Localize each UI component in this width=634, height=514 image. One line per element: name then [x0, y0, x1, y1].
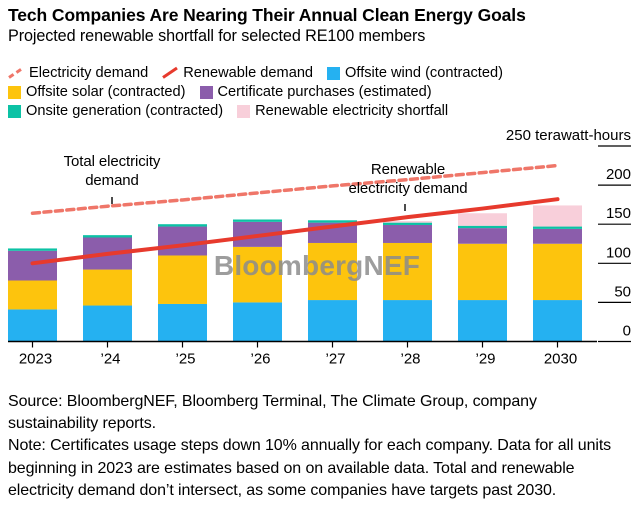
legend-item-offsite-solar-contracted: Offsite solar (contracted) — [8, 84, 186, 100]
bar-segment-offsite-solar-contracted-29 — [458, 243, 507, 301]
legend-label: Onsite generation (contracted) — [26, 102, 224, 119]
legend-row: Offsite solar (contracted) Certificate pu… — [8, 82, 503, 101]
legend-swatch-renewable-electricity-shortfall — [237, 104, 251, 118]
y-axis-label: 150 — [606, 205, 631, 222]
footer: Source: BloombergNEF, Bloomberg Terminal… — [8, 391, 620, 502]
bar-segment-offsite-wind-contracted-2030 — [533, 300, 582, 342]
bar-segment-renewable-electricity-shortfall-29 — [458, 213, 507, 226]
bar-segment-offsite-wind-contracted-29 — [458, 300, 507, 342]
x-axis-label-2030: 2030 — [544, 351, 577, 368]
legend-label: Certificate purchases (estimated) — [217, 83, 432, 100]
solid-line-icon — [162, 66, 179, 79]
bar-segment-certificate-purchases-estimated-28 — [383, 224, 432, 243]
legend-label: Offsite solar (contracted) — [26, 83, 186, 100]
annotation-leader-tick — [111, 197, 113, 204]
bar-segment-offsite-wind-contracted-2023 — [8, 309, 57, 342]
renewable-demand-line — [30, 197, 560, 266]
bar-segment-onsite-generation-contracted-26 — [233, 219, 282, 222]
legend-row: Electricity demand Renewable demand Offsit… — [8, 63, 503, 82]
electricity-demand-line — [30, 163, 560, 216]
bar-segment-onsite-generation-contracted-27 — [308, 220, 357, 223]
legend-label: Electricity demand — [29, 64, 149, 81]
legend-row: Onsite generation (contracted) Renewable … — [8, 101, 503, 120]
legend-label: Renewable demand — [183, 64, 314, 81]
legend-label: Offsite wind (contracted) — [345, 64, 503, 81]
legend-swatch-offsite-wind-contracted — [327, 66, 341, 80]
y-axis-label: 50 — [614, 283, 631, 300]
bar-segment-offsite-solar-contracted-25 — [158, 255, 207, 304]
legend: Electricity demand Renewable demand Offsit… — [8, 63, 503, 120]
bar-segment-offsite-wind-contracted-24 — [83, 305, 132, 342]
bar-segment-onsite-generation-contracted-2030 — [533, 226, 582, 229]
bar-segment-certificate-purchases-estimated-2023 — [8, 250, 57, 281]
legend-item-offsite-wind-contracted: Offsite wind (contracted) — [327, 65, 503, 81]
bar-segment-onsite-generation-contracted-28 — [383, 222, 432, 225]
legend-swatch-onsite-generation-contracted — [8, 104, 21, 118]
bar-segment-offsite-solar-contracted-2030 — [533, 243, 582, 301]
legend-item-certificate-purchases-estimated: Certificate purchases (estimated) — [199, 83, 432, 100]
y-axis-label: 0 — [623, 323, 631, 340]
bar-segment-offsite-solar-contracted-26 — [233, 246, 282, 303]
bar-segment-offsite-solar-contracted-27 — [308, 242, 357, 301]
x-axis-label-28: ’28 — [400, 351, 420, 368]
y-axis-label: 200 — [606, 166, 631, 183]
bar-segment-onsite-generation-contracted-29 — [458, 225, 507, 229]
bar-segment-certificate-purchases-estimated-29 — [458, 228, 507, 244]
dashed-line-icon — [8, 66, 24, 79]
annotation-line: demand — [85, 171, 139, 189]
x-axis-label-26: ’26 — [250, 351, 270, 368]
y-axis-label: 100 — [606, 244, 631, 261]
x-axis-label-2023: 2023 — [19, 351, 52, 368]
source-text: Source: BloombergNEF, Bloomberg Terminal… — [8, 393, 537, 433]
bar-segment-offsite-solar-contracted-28 — [383, 242, 432, 301]
bar-segment-offsite-wind-contracted-28 — [383, 300, 432, 342]
bar-segment-onsite-generation-contracted-2023 — [8, 248, 57, 251]
legend-item-renewable-demand: Renewable demand — [162, 65, 313, 81]
page-title: Tech Companies Are Nearing Their Annual … — [8, 5, 526, 25]
legend-item-onsite-generation-contracted: Onsite generation (contracted) — [8, 103, 223, 119]
chart: 0 50 100 150 200 250 terawatt-hours 2023 ’24 ’25… — [0, 120, 634, 382]
bar-segment-certificate-purchases-estimated-25 — [158, 226, 207, 256]
x-axis-label-24: ’24 — [100, 351, 120, 368]
annotation-leader-tick — [404, 204, 406, 211]
bar-segment-renewable-electricity-shortfall-2030 — [533, 205, 582, 227]
legend-swatch-offsite-solar-contracted — [8, 85, 21, 99]
annotation-line: Total electricity — [63, 153, 161, 170]
bar-segment-offsite-wind-contracted-26 — [233, 302, 282, 342]
bar-segment-certificate-purchases-estimated-2030 — [533, 228, 582, 244]
bar-segment-offsite-wind-contracted-27 — [308, 300, 357, 342]
legend-swatch-certificate-purchases-estimated — [199, 85, 213, 99]
annotation-renewable-electricity-demand: Renewable electricity demand — [298, 161, 518, 198]
x-axis-label-29: ’29 — [475, 351, 495, 368]
bar-segment-offsite-wind-contracted-25 — [158, 303, 207, 342]
x-axis-label-27: ’27 — [325, 351, 345, 368]
bar-segment-offsite-solar-contracted-24 — [83, 269, 132, 306]
y-axis-unit-label: 250 terawatt-hours — [506, 127, 631, 144]
legend-item-renewable-electricity-shortfall: Renewable electricity shortfall — [237, 103, 448, 119]
annotation-line: Renewable — [370, 161, 446, 178]
annotation-line: electricity demand — [348, 179, 468, 197]
note-text: Note: Certificates usage steps down 10% … — [8, 437, 612, 499]
bar-segment-onsite-generation-contracted-25 — [158, 224, 207, 227]
legend-label: Renewable electricity shortfall — [255, 102, 449, 119]
bar-segment-offsite-solar-contracted-2023 — [8, 280, 57, 310]
bar-segment-onsite-generation-contracted-24 — [83, 235, 132, 238]
legend-item-electricity-demand: Electricity demand — [8, 65, 148, 81]
chart-canvas: 0 50 100 150 200 250 terawatt-hours 2023 ’24 ’25… — [8, 127, 631, 368]
x-axis-label-25: ’25 — [175, 351, 195, 368]
bar-segment-renewable-electricity-shortfall-28 — [383, 221, 432, 223]
page-subtitle: Projected renewable shortfall for select… — [8, 27, 426, 45]
annotation-total-electricity-demand: Total electricity demand — [2, 153, 222, 190]
